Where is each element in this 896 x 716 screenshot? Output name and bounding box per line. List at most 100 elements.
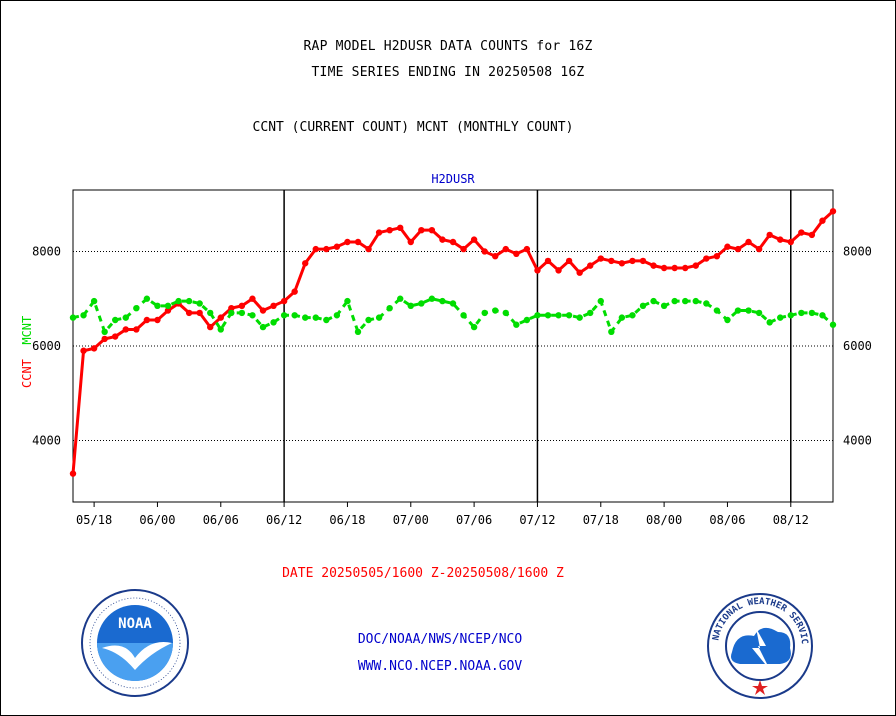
- data-point-mcnt: [122, 314, 129, 321]
- data-point-mcnt: [703, 300, 710, 307]
- data-point-mcnt: [608, 328, 615, 336]
- data-point-ccnt: [164, 307, 172, 314]
- data-point-ccnt: [407, 238, 414, 246]
- data-point-ccnt: [703, 255, 710, 262]
- data-point-mcnt: [439, 297, 446, 305]
- data-point-mcnt: [302, 314, 309, 321]
- data-point-mcnt: [650, 297, 657, 305]
- data-point-ccnt: [587, 262, 594, 269]
- data-point-ccnt: [777, 236, 784, 243]
- data-point-ccnt: [249, 295, 256, 302]
- data-point-mcnt: [143, 295, 151, 302]
- data-point-ccnt: [787, 238, 794, 246]
- date-range: DATE 20250505/1600 Z-20250508/1600 Z: [282, 566, 564, 581]
- data-point-ccnt: [449, 238, 457, 246]
- data-point-mcnt: [375, 314, 383, 321]
- data-point-mcnt: [829, 321, 837, 328]
- data-point-ccnt: [154, 316, 161, 324]
- data-point-mcnt: [196, 300, 203, 307]
- data-point-mcnt: [69, 314, 77, 321]
- chart-title: RAP MODEL H2DUSR DATA COUNTS for 16Z: [303, 39, 593, 54]
- data-point-mcnt: [629, 312, 636, 319]
- data-point-mcnt: [228, 309, 235, 317]
- data-point-ccnt: [555, 267, 562, 274]
- data-point-mcnt: [280, 312, 288, 319]
- footer-org: DOC/NOAA/NWS/NCEP/NCO: [357, 632, 523, 647]
- data-point-ccnt: [608, 257, 615, 265]
- y-tick-label-right: 4000: [843, 434, 872, 448]
- data-point-mcnt: [682, 297, 689, 305]
- data-point-ccnt: [618, 260, 626, 267]
- data-point-ccnt: [90, 345, 98, 352]
- data-point-mcnt: [207, 309, 214, 317]
- data-point-mcnt: [555, 312, 562, 319]
- data-point-ccnt: [80, 347, 87, 354]
- data-point-mcnt: [312, 314, 319, 321]
- footer-url[interactable]: WWW.NCO.NCEP.NOAA.GOV: [357, 659, 523, 674]
- data-point-ccnt: [270, 302, 277, 310]
- data-point-ccnt: [629, 257, 636, 265]
- data-point-ccnt: [597, 255, 604, 262]
- data-point-mcnt: [745, 307, 752, 314]
- data-point-ccnt: [312, 245, 319, 253]
- x-tick-label: 07/18: [583, 513, 619, 527]
- data-point-mcnt: [323, 316, 330, 324]
- data-point-ccnt: [196, 309, 203, 317]
- x-tick-label: 06/18: [329, 513, 365, 527]
- data-point-ccnt: [217, 314, 224, 321]
- data-point-ccnt: [576, 269, 583, 276]
- data-point-mcnt: [692, 297, 699, 305]
- plot-area: [72, 189, 834, 503]
- data-point-ccnt: [639, 257, 647, 265]
- data-point-ccnt: [133, 326, 140, 333]
- series-line-ccnt: [71, 210, 835, 474]
- data-point-mcnt: [502, 309, 509, 317]
- data-point-mcnt: [639, 302, 647, 310]
- data-point-ccnt: [344, 238, 351, 246]
- data-point-ccnt: [101, 335, 108, 343]
- data-point-mcnt: [777, 314, 784, 321]
- x-tick-label: 07/00: [393, 513, 429, 527]
- data-point-mcnt: [164, 302, 172, 310]
- data-point-ccnt: [692, 262, 699, 269]
- data-point-ccnt: [143, 316, 151, 324]
- x-tick-label: 06/06: [203, 513, 239, 527]
- data-point-mcnt: [734, 307, 742, 314]
- data-point-mcnt: [481, 309, 488, 317]
- data-point-ccnt: [418, 226, 425, 234]
- data-point-mcnt: [397, 295, 404, 302]
- data-point-ccnt: [660, 264, 668, 272]
- data-point-ccnt: [354, 238, 362, 246]
- data-point-ccnt: [734, 245, 742, 253]
- data-point-ccnt: [766, 231, 773, 239]
- data-point-ccnt: [650, 262, 657, 269]
- data-point-ccnt: [439, 236, 446, 243]
- y-tick-label-right: 6000: [843, 339, 872, 353]
- data-point-mcnt: [460, 312, 467, 319]
- data-point-mcnt: [133, 304, 140, 312]
- data-point-mcnt: [101, 328, 108, 336]
- data-point-ccnt: [671, 264, 678, 272]
- chart-title-line2: TIME SERIES ENDING IN 20250508 16Z: [311, 65, 585, 80]
- data-point-ccnt: [428, 226, 436, 234]
- data-point-ccnt: [513, 250, 520, 258]
- data-point-ccnt: [238, 302, 246, 310]
- data-point-ccnt: [544, 257, 552, 265]
- noaa-logo: NOAA: [81, 589, 189, 697]
- data-point-ccnt: [470, 236, 478, 243]
- data-point-ccnt: [397, 224, 404, 232]
- data-point-mcnt: [713, 307, 721, 314]
- data-point-ccnt: [682, 264, 689, 272]
- data-point-mcnt: [90, 297, 98, 305]
- data-point-ccnt: [565, 257, 573, 265]
- data-point-ccnt: [112, 333, 119, 340]
- noaa-logo-text: NOAA: [118, 616, 152, 632]
- data-point-mcnt: [798, 309, 805, 317]
- data-point-mcnt: [787, 312, 794, 319]
- x-tick-label: 08/00: [646, 513, 682, 527]
- x-tick-label: 06/00: [139, 513, 175, 527]
- data-point-mcnt: [344, 297, 351, 305]
- data-point-mcnt: [523, 316, 531, 324]
- data-point-ccnt: [502, 245, 509, 253]
